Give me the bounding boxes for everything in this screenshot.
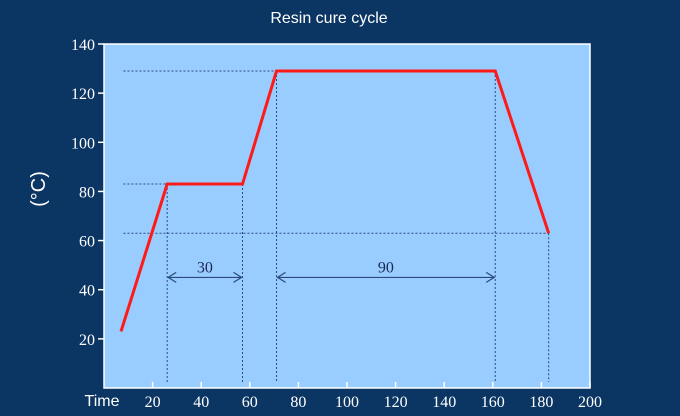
y-tick-label: 60 (79, 234, 95, 251)
x-tick-label: 160 (481, 394, 505, 411)
y-tick-label: 100 (71, 135, 95, 152)
x-tick-label: 40 (193, 394, 209, 411)
x-tick-label: 100 (335, 394, 359, 411)
x-tick-label: 80 (290, 394, 306, 411)
x-axis-label: Time (85, 393, 120, 410)
duration-label: 90 (378, 259, 394, 276)
series-line-temperature (119, 69, 551, 332)
y-tick-label: 20 (79, 332, 95, 349)
plot-layer: 20 40 60 80 100 120 140 20 40 60 80 100 120 140 160 180… (71, 37, 602, 411)
y-tick-label: 140 (71, 37, 95, 54)
duration-arrow-head-left (276, 271, 286, 283)
duration-arrow-head-right (233, 271, 243, 283)
x-tick-label: 60 (242, 394, 258, 411)
chart-title: Resin cure cycle (270, 10, 387, 27)
plot-area (103, 43, 591, 389)
duration-label: 30 (197, 259, 213, 276)
x-tick-label: 200 (578, 394, 602, 411)
x-tick-label: 120 (384, 394, 408, 411)
y-tick-label: 120 (71, 86, 95, 103)
duration-arrow-head-left (167, 271, 177, 283)
x-tick-label: 180 (529, 394, 553, 411)
y-tick-label: 40 (79, 283, 95, 300)
y-axis-label: (°C) (28, 171, 50, 207)
x-tick-label: 140 (432, 394, 456, 411)
duration-arrow-head-right (485, 271, 496, 283)
x-tick-label: 20 (145, 394, 161, 411)
y-tick-label: 80 (79, 184, 95, 201)
